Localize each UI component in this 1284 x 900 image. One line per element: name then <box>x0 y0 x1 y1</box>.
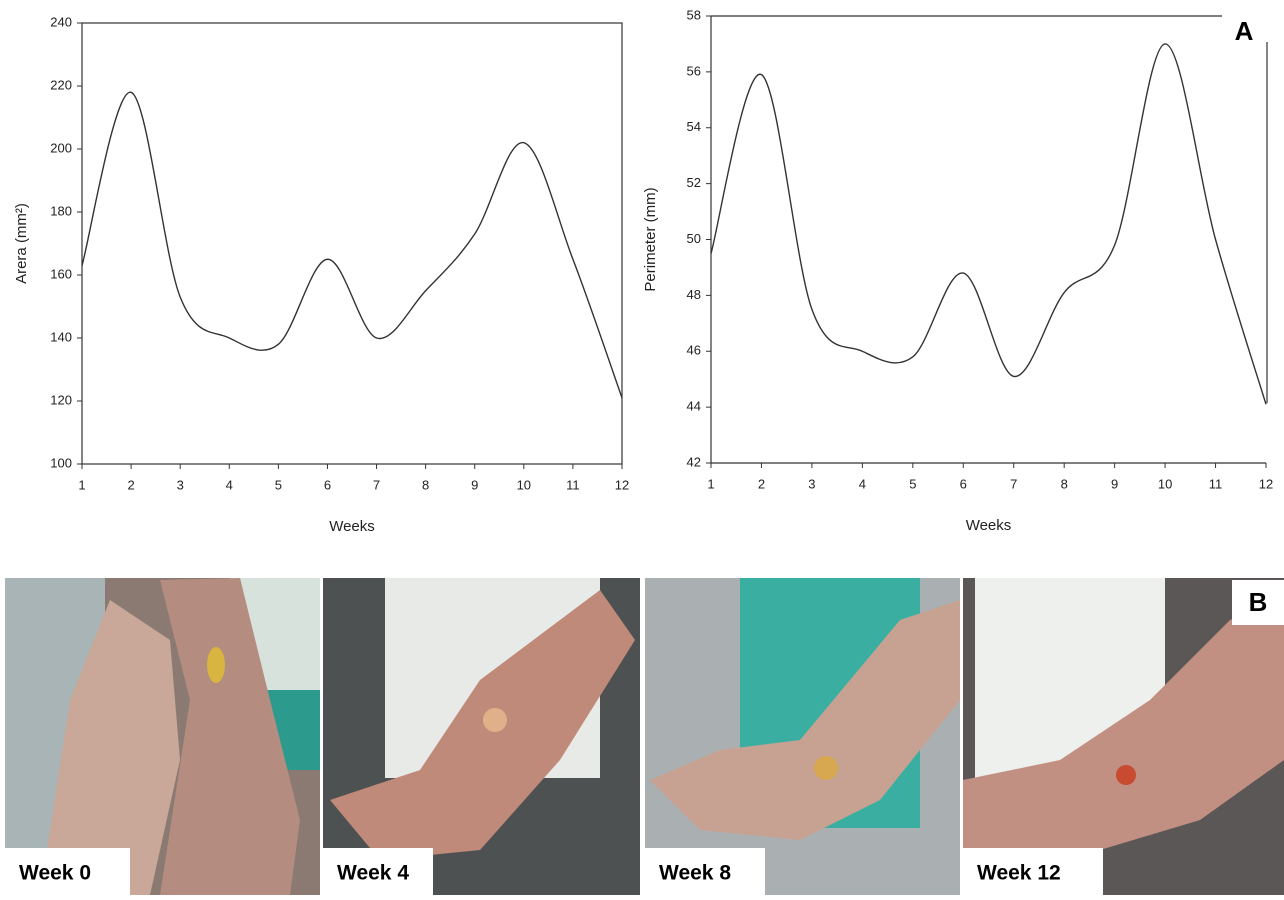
y-tick-label: 180 <box>50 203 72 218</box>
photo-panels <box>5 578 1284 895</box>
y-tick-label: 52 <box>687 175 701 190</box>
y-tick-label: 120 <box>50 392 72 407</box>
x-tick-label: 7 <box>1010 476 1017 491</box>
panel-label: B <box>1249 587 1268 617</box>
x-tick-label: 2 <box>127 477 134 492</box>
wound <box>207 647 225 683</box>
data-line <box>711 44 1266 404</box>
photo-label: Week 8 <box>659 862 731 885</box>
x-tick-label: 1 <box>78 477 85 492</box>
y-tick-label: 50 <box>687 231 701 246</box>
x-tick-label: 3 <box>177 477 184 492</box>
y-tick-label: 44 <box>687 399 701 414</box>
y-tick-label: 240 <box>50 14 72 29</box>
y-tick-label: 54 <box>687 119 701 134</box>
x-tick-label: 9 <box>1111 476 1118 491</box>
x-tick-label: 11 <box>566 477 580 492</box>
panel-label: A <box>1235 16 1254 46</box>
x-tick-label: 5 <box>275 477 282 492</box>
x-tick-label: 10 <box>1158 476 1172 491</box>
y-tick-label: 58 <box>687 7 701 22</box>
wound <box>483 708 507 732</box>
x-tick-label: 4 <box>226 477 233 492</box>
y-axis-label: Arera (mm²) <box>13 203 30 284</box>
x-tick-label: 9 <box>471 477 478 492</box>
y-tick-label: 56 <box>687 63 701 78</box>
data-line <box>82 92 622 398</box>
x-tick-label: 11 <box>1209 476 1223 491</box>
y-tick-label: 140 <box>50 329 72 344</box>
photo-label: Week 12 <box>977 862 1061 885</box>
figure: 100120140160180200220240123456789101112W… <box>0 0 1284 895</box>
x-axis-label: Weeks <box>329 518 375 535</box>
wound <box>1116 765 1136 785</box>
x-tick-label: 6 <box>960 476 967 491</box>
x-tick-label: 12 <box>615 477 629 492</box>
plot-frame <box>82 23 622 464</box>
y-tick-label: 200 <box>50 140 72 155</box>
x-tick-label: 7 <box>373 477 380 492</box>
y-tick-label: 48 <box>687 287 701 302</box>
x-axis-label: Weeks <box>966 517 1012 534</box>
x-tick-label: 1 <box>707 476 714 491</box>
y-tick-label: 42 <box>687 454 701 469</box>
photo-label: Week 4 <box>337 862 409 885</box>
photo-label: Week 0 <box>19 862 91 885</box>
x-tick-label: 10 <box>517 477 531 492</box>
y-axis-label: Perimeter (mm) <box>642 187 659 291</box>
x-tick-label: 6 <box>324 477 331 492</box>
x-tick-label: 12 <box>1259 476 1273 491</box>
x-tick-label: 5 <box>909 476 916 491</box>
x-tick-label: 3 <box>808 476 815 491</box>
x-tick-label: 4 <box>859 476 866 491</box>
x-tick-label: 8 <box>422 477 429 492</box>
y-tick-label: 46 <box>687 343 701 358</box>
x-tick-label: 8 <box>1061 476 1068 491</box>
wound <box>814 756 838 780</box>
y-tick-label: 100 <box>50 455 72 470</box>
x-tick-label: 2 <box>758 476 765 491</box>
y-tick-label: 160 <box>50 266 72 281</box>
y-tick-label: 220 <box>50 77 72 92</box>
